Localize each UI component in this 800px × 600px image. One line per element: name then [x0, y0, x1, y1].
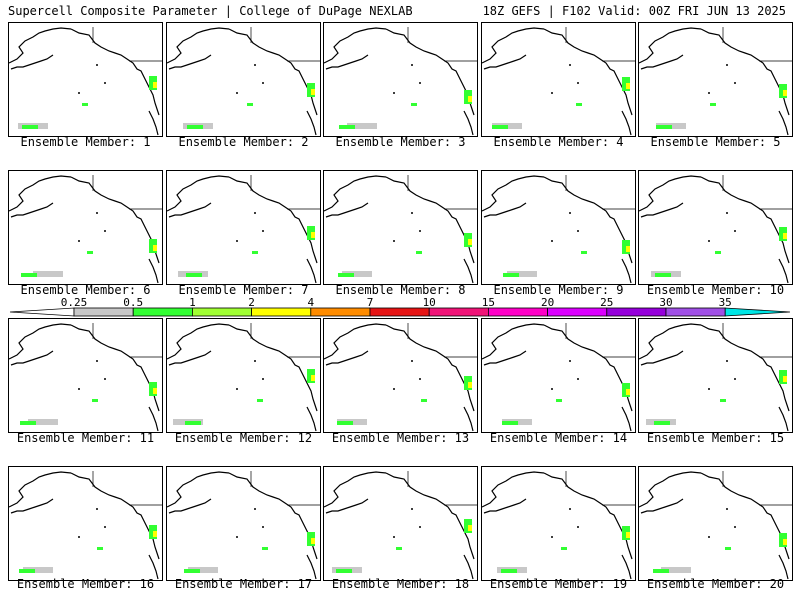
map-linework — [639, 175, 792, 284]
map-linework — [324, 175, 477, 284]
colorbar-segment — [428, 307, 489, 317]
ensemble-member-label: Ensemble Member: 16 — [16, 577, 155, 591]
colorbar-tick-label: 15 — [482, 296, 495, 309]
map-linework — [9, 471, 162, 580]
map-panel — [481, 170, 636, 285]
colorbar-tick-label: 20 — [541, 296, 554, 309]
colorbar-segment — [310, 307, 371, 317]
colorbar-arrow-low — [9, 307, 75, 317]
ensemble-member-label: Ensemble Member: 15 — [646, 431, 785, 445]
colorbar: 0.25 0.5 1 2 4 7 10 15 20 25 30 35 — [9, 296, 791, 317]
map-panel — [323, 318, 478, 433]
map-panel — [8, 466, 163, 581]
colorbar-segment — [191, 307, 252, 317]
map-panel — [481, 22, 636, 137]
colorbar-segment — [73, 307, 134, 317]
map-linework — [324, 27, 477, 136]
ensemble-member-label: Ensemble Member: 2 — [178, 135, 309, 149]
map-title: Supercell Composite Parameter | College … — [8, 4, 413, 18]
ensemble-member-label: Ensemble Member: 1 — [20, 135, 151, 149]
map-panel — [323, 22, 478, 137]
colorbar-segment — [487, 307, 548, 317]
ensemble-member-label: Ensemble Member: 13 — [331, 431, 470, 445]
ensemble-member-label: Ensemble Member: 17 — [174, 577, 313, 591]
ensemble-member-label: Ensemble Member: 14 — [489, 431, 628, 445]
colorbar-segment — [665, 307, 726, 317]
ensemble-member-label: Ensemble Member: 5 — [650, 135, 781, 149]
map-panel — [166, 318, 321, 433]
colorbar-tick-label: 10 — [423, 296, 436, 309]
ensemble-member-label: Ensemble Member: 7 — [178, 283, 309, 297]
colorbar-segment — [251, 307, 312, 317]
map-linework — [167, 471, 320, 580]
ensemble-member-label: Ensemble Member: 10 — [646, 283, 785, 297]
map-linework — [639, 471, 792, 580]
map-linework — [167, 27, 320, 136]
map-panel — [638, 22, 793, 137]
map-panel — [323, 170, 478, 285]
ensemble-member-label: Ensemble Member: 8 — [335, 283, 466, 297]
map-linework — [639, 27, 792, 136]
ensemble-member-label: Ensemble Member: 4 — [493, 135, 624, 149]
map-linework — [9, 175, 162, 284]
colorbar-segment — [369, 307, 430, 317]
map-linework — [324, 471, 477, 580]
map-linework — [324, 323, 477, 432]
ensemble-member-label: Ensemble Member: 18 — [331, 577, 470, 591]
map-linework — [482, 471, 635, 580]
map-panel — [638, 466, 793, 581]
ensemble-member-label: Ensemble Member: 19 — [489, 577, 628, 591]
ensemble-member-label: Ensemble Member: 9 — [493, 283, 624, 297]
map-panel — [166, 170, 321, 285]
map-linework — [167, 175, 320, 284]
map-linework — [482, 175, 635, 284]
map-panel — [481, 318, 636, 433]
map-panel — [638, 170, 793, 285]
colorbar-tick-label: 1 — [189, 296, 196, 309]
colorbar-tick-label: 0.25 — [61, 296, 88, 309]
colorbar-tick-label: 35 — [719, 296, 732, 309]
map-linework — [167, 323, 320, 432]
map-panel — [8, 318, 163, 433]
map-panel — [166, 22, 321, 137]
map-panel — [8, 170, 163, 285]
map-panel — [481, 466, 636, 581]
map-panel — [8, 22, 163, 137]
colorbar-tick-label: 7 — [367, 296, 374, 309]
map-linework — [639, 323, 792, 432]
map-panel — [323, 466, 478, 581]
ensemble-member-label: Ensemble Member: 3 — [335, 135, 466, 149]
ensemble-member-label: Ensemble Member: 6 — [20, 283, 151, 297]
map-panel — [166, 466, 321, 581]
map-panel — [638, 318, 793, 433]
map-linework — [9, 27, 162, 136]
ensemble-member-label: Ensemble Member: 11 — [16, 431, 155, 445]
colorbar-tick-label: 4 — [307, 296, 314, 309]
ensemble-member-label: Ensemble Member: 12 — [174, 431, 313, 445]
model-run-info: 18Z GEFS | F102 Valid: 00Z FRI JUN 13 20… — [482, 4, 786, 18]
colorbar-tick-label: 25 — [600, 296, 613, 309]
colorbar-tick-label: 2 — [248, 296, 255, 309]
colorbar-segment — [547, 307, 608, 317]
colorbar-segment — [606, 307, 667, 317]
map-linework — [482, 323, 635, 432]
colorbar-tick-label: 30 — [659, 296, 672, 309]
colorbar-tick-label: 0.5 — [123, 296, 143, 309]
map-linework — [482, 27, 635, 136]
map-linework — [9, 323, 162, 432]
ensemble-member-label: Ensemble Member: 20 — [646, 577, 785, 591]
colorbar-segment — [132, 307, 193, 317]
colorbar-arrow-high — [724, 307, 791, 317]
